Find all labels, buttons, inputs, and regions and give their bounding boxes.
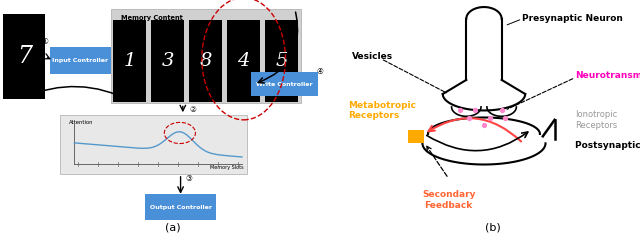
Text: ③: ③: [186, 174, 193, 183]
Text: Presynaptic Neuron: Presynaptic Neuron: [522, 14, 623, 23]
FancyBboxPatch shape: [408, 130, 424, 143]
Text: Neurotransmitters: Neurotransmitters: [575, 71, 640, 80]
FancyBboxPatch shape: [152, 20, 184, 102]
FancyBboxPatch shape: [251, 72, 318, 96]
FancyBboxPatch shape: [189, 20, 222, 102]
Text: ②: ②: [189, 105, 196, 114]
FancyBboxPatch shape: [113, 20, 146, 102]
FancyBboxPatch shape: [50, 47, 111, 74]
Text: Metabotropic
Receptors: Metabotropic Receptors: [349, 101, 417, 120]
Text: Secondary
Feedback: Secondary Feedback: [422, 190, 476, 210]
Text: Ionotropic
Receptors: Ionotropic Receptors: [575, 110, 618, 129]
Text: 3: 3: [161, 52, 174, 70]
FancyBboxPatch shape: [60, 115, 247, 174]
Text: 1: 1: [124, 52, 136, 70]
FancyBboxPatch shape: [227, 20, 260, 102]
Text: Output Controller: Output Controller: [150, 204, 212, 210]
FancyBboxPatch shape: [3, 14, 45, 99]
Text: 8: 8: [200, 52, 212, 70]
Text: Input Controller: Input Controller: [52, 58, 108, 63]
Text: Memory Content: Memory Content: [121, 15, 182, 21]
Text: 4: 4: [237, 52, 250, 70]
Text: (a): (a): [165, 223, 180, 233]
Text: 5: 5: [275, 52, 288, 70]
Text: ①: ①: [42, 37, 49, 46]
Text: Attention: Attention: [69, 120, 93, 125]
Text: (b): (b): [485, 223, 500, 233]
Text: Memory Slots: Memory Slots: [210, 165, 244, 170]
Text: Vesicles: Vesicles: [351, 52, 392, 61]
Text: ④: ④: [316, 67, 323, 76]
Text: Postsynaptic Neuron: Postsynaptic Neuron: [575, 141, 640, 150]
FancyBboxPatch shape: [145, 194, 216, 220]
Text: Write Controller: Write Controller: [256, 82, 312, 86]
FancyBboxPatch shape: [111, 9, 301, 103]
FancyBboxPatch shape: [266, 20, 298, 102]
Text: 7: 7: [17, 45, 32, 68]
